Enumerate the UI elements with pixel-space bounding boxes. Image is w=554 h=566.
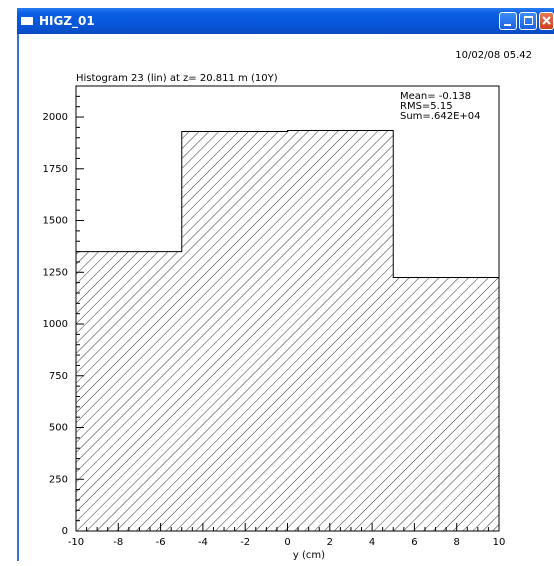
y-tick-label: 750 — [49, 371, 68, 382]
x-tick-label: -8 — [113, 537, 123, 548]
stats-mean: Mean= -0.138 — [400, 91, 471, 102]
x-tick-label: -4 — [198, 537, 208, 548]
y-tick-label: 500 — [49, 423, 68, 434]
higz-window: HIGZ_01 10/02/08 05.42 Histogram 23 (lin… — [17, 8, 554, 561]
histogram-plot: 10/02/08 05.42 Histogram 23 (lin) at z= … — [43, 50, 532, 561]
stats-sum: Sum=.642E+04 — [400, 111, 481, 122]
timestamp: 10/02/08 05.42 — [455, 50, 532, 61]
minimize-button[interactable] — [499, 12, 517, 30]
x-tick-label: 10 — [493, 537, 506, 548]
x-axis-label: y (cm) — [293, 550, 325, 561]
x-tick-label: 4 — [369, 537, 375, 548]
histogram-bin-0 — [76, 251, 182, 531]
plot-canvas: 10/02/08 05.42 Histogram 23 (lin) at z= … — [19, 34, 554, 561]
x-tick-label: -2 — [240, 537, 250, 548]
y-tick-label: 250 — [49, 474, 68, 485]
x-tick-label: -6 — [156, 537, 166, 548]
x-tick-label: 2 — [327, 537, 333, 548]
y-tick-label: 1000 — [43, 319, 68, 330]
y-tick-label: 1500 — [43, 216, 68, 227]
title-bar[interactable]: HIGZ_01 — [17, 8, 554, 34]
window-left-border — [17, 34, 19, 561]
histogram-outline — [75, 130, 500, 531]
x-tick-label: 6 — [411, 537, 417, 548]
minimize-icon — [504, 24, 511, 26]
maximize-button[interactable] — [519, 12, 537, 30]
y-tick-label: 0 — [62, 526, 68, 537]
x-tick-label: 8 — [454, 537, 460, 548]
window-title: HIGZ_01 — [39, 14, 95, 28]
y-tick-label: 2000 — [43, 112, 68, 123]
close-icon — [542, 16, 551, 25]
stats-rms: RMS=5.15 — [400, 101, 453, 112]
y-tick-label: 1750 — [43, 164, 68, 175]
y-tick-label: 1250 — [43, 267, 68, 278]
x-tick-label: 0 — [284, 537, 290, 548]
maximize-icon — [524, 16, 533, 25]
close-button[interactable] — [539, 12, 554, 30]
histogram-bin-3 — [393, 277, 499, 531]
histogram-bin-2 — [287, 130, 394, 531]
histogram-title: Histogram 23 (lin) at z= 20.811 m (10Y) — [76, 73, 278, 84]
histogram-bin-1 — [181, 131, 288, 531]
app-icon — [21, 17, 33, 25]
x-tick-label: -10 — [68, 537, 84, 548]
